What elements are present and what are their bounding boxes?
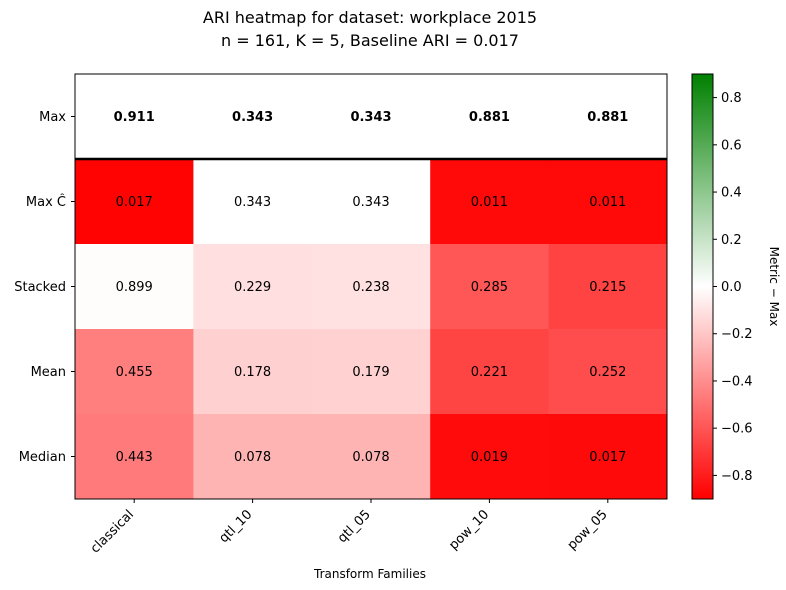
heatmap-cell — [193, 159, 313, 245]
colorbar-label: Metric − Max — [767, 247, 781, 327]
row-tick-label: Median — [19, 450, 66, 465]
column-tick-labels: classical qtl_10 qtl_05 pow_10 pow_05 — [88, 499, 611, 556]
colorbar-tick-label: −0.4 — [721, 374, 753, 389]
cell-value-label: 0.899 — [116, 280, 153, 295]
heatmap-cell — [311, 329, 431, 415]
heatmap-cell — [548, 159, 668, 245]
colorbar-tick-label: 0.4 — [721, 186, 742, 201]
column-tick-label: qtl_05 — [335, 507, 374, 546]
chart-title-line1: ARI heatmap for dataset: workplace 2015 — [203, 8, 537, 27]
colorbar-tick-label: 0.6 — [721, 138, 742, 153]
heatmap-cell — [430, 159, 550, 245]
colorbar-tick-label: −0.8 — [721, 469, 753, 484]
colorbar-ticks: 0.8 0.6 0.4 0.2 0.0 −0.2 −0.4 −0.6 −0.8 — [713, 91, 753, 484]
heatmap-cells — [75, 74, 668, 500]
colorbar-tick-label: −0.6 — [721, 422, 753, 437]
heatmap-cell — [75, 74, 194, 160]
cell-value-label: 0.343 — [352, 195, 389, 210]
heatmap-cell — [430, 244, 550, 330]
heatmap-cell — [548, 414, 668, 500]
heatmap-cell-labels: 0.911 0.343 0.343 0.881 0.881 0.017 0.343 0.343… — [114, 110, 629, 465]
heatmap-cell — [311, 244, 431, 330]
heatmap-cell — [193, 414, 313, 500]
column-tick-label: qtl_10 — [217, 507, 256, 546]
cell-value-label: 0.017 — [116, 195, 153, 210]
heatmap-cell — [430, 329, 550, 415]
cell-value-label: 0.011 — [589, 195, 626, 210]
cell-value-label: 0.078 — [234, 450, 271, 465]
cell-value-label: 0.881 — [587, 110, 628, 125]
cell-value-label: 0.179 — [352, 365, 389, 380]
row-tick-labels: Max Max Ĉ Stacked Mean Median — [14, 110, 75, 465]
heatmap-cell — [75, 159, 194, 245]
heatmap-cell — [548, 244, 668, 330]
heatmap-cell — [193, 329, 313, 415]
colorbar-tick-label: −0.2 — [721, 327, 753, 342]
cell-value-label: 0.285 — [471, 280, 508, 295]
x-axis-label: Transform Families — [313, 567, 426, 581]
cell-value-label: 0.017 — [589, 450, 626, 465]
cell-value-label: 0.343 — [234, 195, 271, 210]
cell-value-label: 0.019 — [471, 450, 508, 465]
cell-value-label: 0.229 — [234, 280, 271, 295]
row-tick-label: Max Ĉ — [26, 194, 66, 210]
heatmap-cell — [430, 74, 550, 160]
column-tick-label: pow_05 — [565, 507, 611, 553]
cell-value-label: 0.911 — [114, 110, 155, 125]
heatmap-cell — [193, 74, 313, 160]
cell-value-label: 0.215 — [589, 280, 626, 295]
heatmap-cell — [430, 414, 550, 500]
cell-value-label: 0.221 — [471, 365, 508, 380]
cell-value-label: 0.343 — [232, 110, 273, 125]
colorbar-tick-label: 0.2 — [721, 233, 742, 248]
row-tick-label: Stacked — [14, 280, 66, 295]
cell-value-label: 0.443 — [116, 450, 153, 465]
cell-value-label: 0.238 — [352, 280, 389, 295]
cell-value-label: 0.252 — [589, 365, 626, 380]
column-tick-label: classical — [88, 507, 137, 556]
colorbar — [691, 73, 714, 500]
heatmap-cell — [311, 74, 431, 160]
cell-value-label: 0.881 — [469, 110, 510, 125]
cell-value-label: 0.343 — [350, 110, 391, 125]
heatmap-cell — [75, 329, 194, 415]
heatmap-cell — [75, 414, 194, 500]
cell-value-label: 0.178 — [234, 365, 271, 380]
colorbar-tick-label: 0.8 — [721, 91, 742, 106]
cell-value-label: 0.455 — [116, 365, 153, 380]
cell-value-label: 0.078 — [352, 450, 389, 465]
column-tick-label: pow_10 — [446, 507, 492, 553]
row-tick-label: Mean — [31, 365, 66, 380]
heatmap-cell — [548, 329, 668, 415]
heatmap-cell — [75, 244, 194, 330]
heatmap-cell — [548, 74, 668, 160]
chart-title-line2: n = 161, K = 5, Baseline ARI = 0.017 — [221, 31, 519, 50]
cell-value-label: 0.011 — [471, 195, 508, 210]
heatmap-cell — [193, 244, 313, 330]
colorbar-tick-label: 0.0 — [721, 280, 742, 295]
heatmap-cell — [311, 159, 431, 245]
row-tick-label: Max — [39, 110, 66, 125]
heatmap-cell — [311, 414, 431, 500]
